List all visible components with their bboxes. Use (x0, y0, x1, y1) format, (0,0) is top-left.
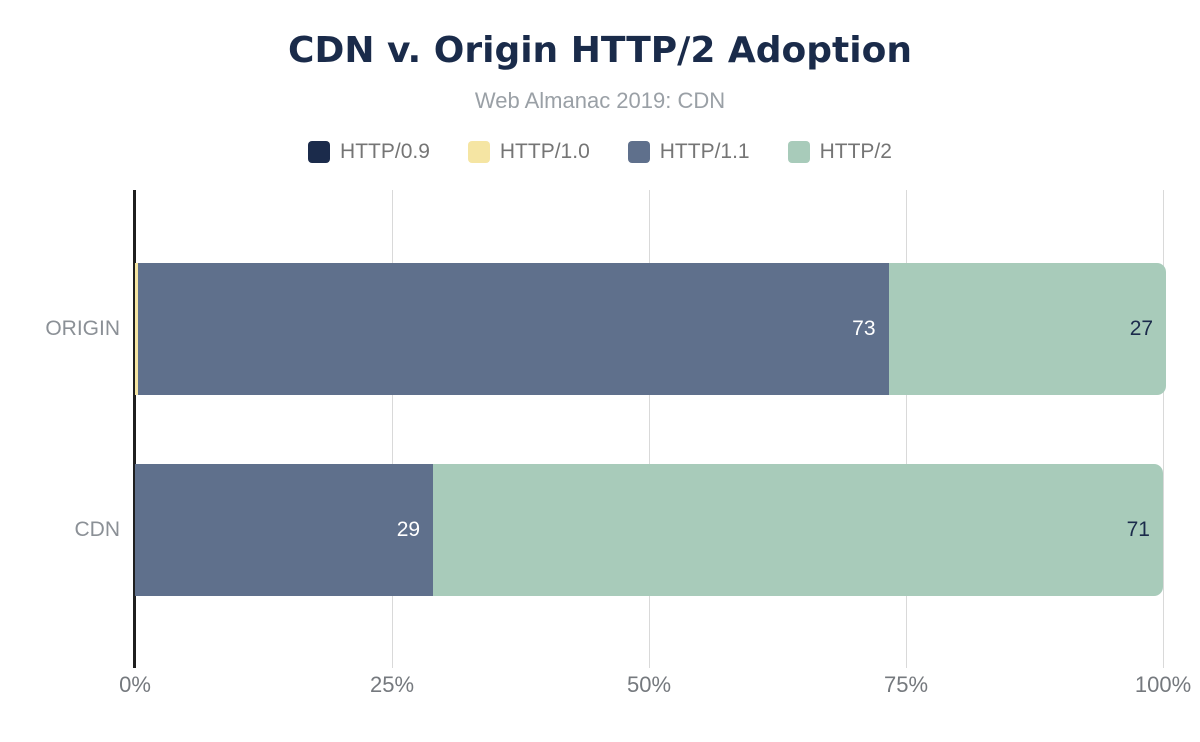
x-tick-label-50: 50% (626, 672, 672, 697)
bar-value-label: 29 (396, 518, 421, 541)
x-tick-label-100: 100% (1134, 672, 1192, 697)
y-axis-line (133, 190, 136, 668)
legend-swatch-icon (627, 141, 650, 163)
bar-value-label: 73 (852, 317, 876, 340)
bar-segment-origin-http-1-1: 73 (138, 263, 889, 395)
legend-item-http-2: HTTP/2 (787, 140, 892, 164)
gridline-25 (392, 190, 393, 668)
bar-segment-cdn-http-1-1: 29 (135, 464, 434, 596)
category-label-cdn: CDN (74, 518, 121, 541)
bar-segment-cdn-http-2: 71 (433, 464, 1163, 596)
bar-value-label: 71 (1126, 518, 1150, 541)
legend-item-http-1-0: HTTP/1.0 (467, 140, 590, 164)
category-label-origin: ORIGIN (45, 317, 120, 340)
legend-swatch-icon (787, 141, 810, 163)
legend-item-label: HTTP/2 (819, 140, 892, 163)
legend-item-http-0-9: HTTP/0.9 (308, 140, 430, 164)
gridline-75 (906, 190, 907, 668)
legend-item-label: HTTP/1.1 (659, 140, 750, 163)
bar-segment-origin-http-2: 27 (888, 263, 1167, 395)
legend-item-label: HTTP/1.0 (499, 140, 590, 163)
legend-swatch-icon (467, 141, 490, 163)
chart-subtitle: Web Almanac 2019: CDN (474, 88, 726, 113)
bar-value-label: 27 (1129, 317, 1154, 340)
x-tick-label-75: 75% (883, 672, 929, 697)
chart-title: CDN v. Origin HTTP/2 Adoption (288, 30, 912, 71)
legend-swatch-icon (308, 141, 331, 163)
x-tick-label-0: 0% (119, 672, 151, 697)
gridline-50 (649, 190, 650, 668)
legend-item-label: HTTP/0.9 (340, 140, 430, 163)
legend-item-http-1-1: HTTP/1.1 (627, 140, 750, 164)
chart-legend: HTTP/0.9 HTTP/1.0 HTTP/1.1 HTTP/2 (0, 140, 1200, 164)
x-tick-label-25: 25% (369, 672, 415, 697)
gridline-100 (1163, 190, 1164, 668)
